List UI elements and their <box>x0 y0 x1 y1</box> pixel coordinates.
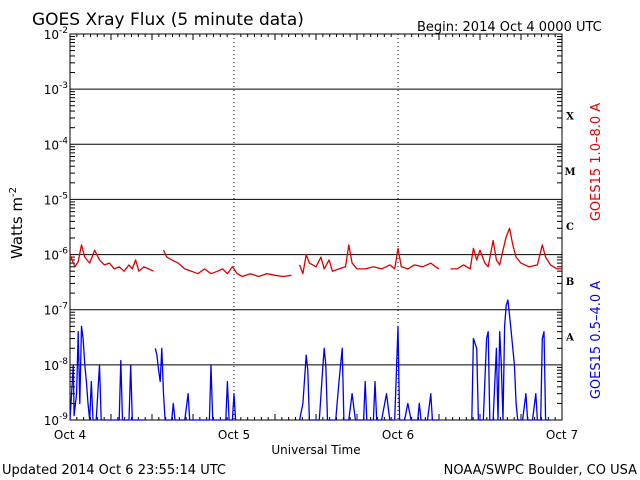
y-tick-label: 10-3 <box>44 81 68 97</box>
x-tick-label: Oct 4 <box>54 428 86 442</box>
begin-label: Begin: 2014 Oct 4 0000 UTC <box>417 20 602 35</box>
series-layer <box>69 227 562 421</box>
y-tick-label: 10-6 <box>44 247 69 263</box>
flare-class-label: C <box>566 222 574 233</box>
flare-class-labels: X M C B A <box>564 112 575 344</box>
vertical-gridlines <box>233 34 399 420</box>
y-tick-label: 10-4 <box>44 136 69 152</box>
y-tick-label: 10-5 <box>44 191 68 207</box>
x-tick-label: Oct 7 <box>546 428 578 442</box>
y-axis-title: Watts m-2 <box>8 187 26 259</box>
series-line-0 <box>69 227 562 278</box>
x-axis-title: Universal Time <box>271 443 360 457</box>
y-tick-label: 10-9 <box>44 412 69 428</box>
series-line-1 <box>69 299 551 421</box>
flare-class-label: B <box>566 277 574 288</box>
minor-ticks <box>70 34 562 420</box>
x-tick-label: Oct 5 <box>218 428 250 442</box>
series-label-goes15-long: GOES15 1.0–8.0 A <box>589 103 604 221</box>
updated-label: Updated 2014 Oct 6 23:55:14 UTC <box>2 463 226 478</box>
flare-class-label: M <box>564 167 575 178</box>
y-axis-title-sup: -2 <box>8 187 19 197</box>
x-tick-label: Oct 6 <box>382 428 414 442</box>
series-label-goes15-short: GOES15 0.5–4.0 A <box>589 281 604 399</box>
y-axis-title-text: Watts m <box>8 197 26 259</box>
chart-title: GOES Xray Flux (5 minute data) <box>32 10 304 30</box>
flare-class-label: X <box>566 112 574 123</box>
y-tick-label: 10-7 <box>44 302 68 318</box>
horizontal-gridlines <box>70 88 562 366</box>
x-tick-labels: Oct 4 Oct 5 Oct 6 Oct 7 <box>54 428 578 442</box>
y-tick-label: 10-2 <box>44 26 68 42</box>
flare-class-label: A <box>565 332 574 343</box>
y-tick-labels: 10-2 10-3 10-4 10-5 10-6 10-7 10-8 10-9 <box>44 26 69 428</box>
y-tick-label: 10-8 <box>44 357 69 373</box>
credit-label: NOAA/SWPC Boulder, CO USA <box>444 463 637 478</box>
